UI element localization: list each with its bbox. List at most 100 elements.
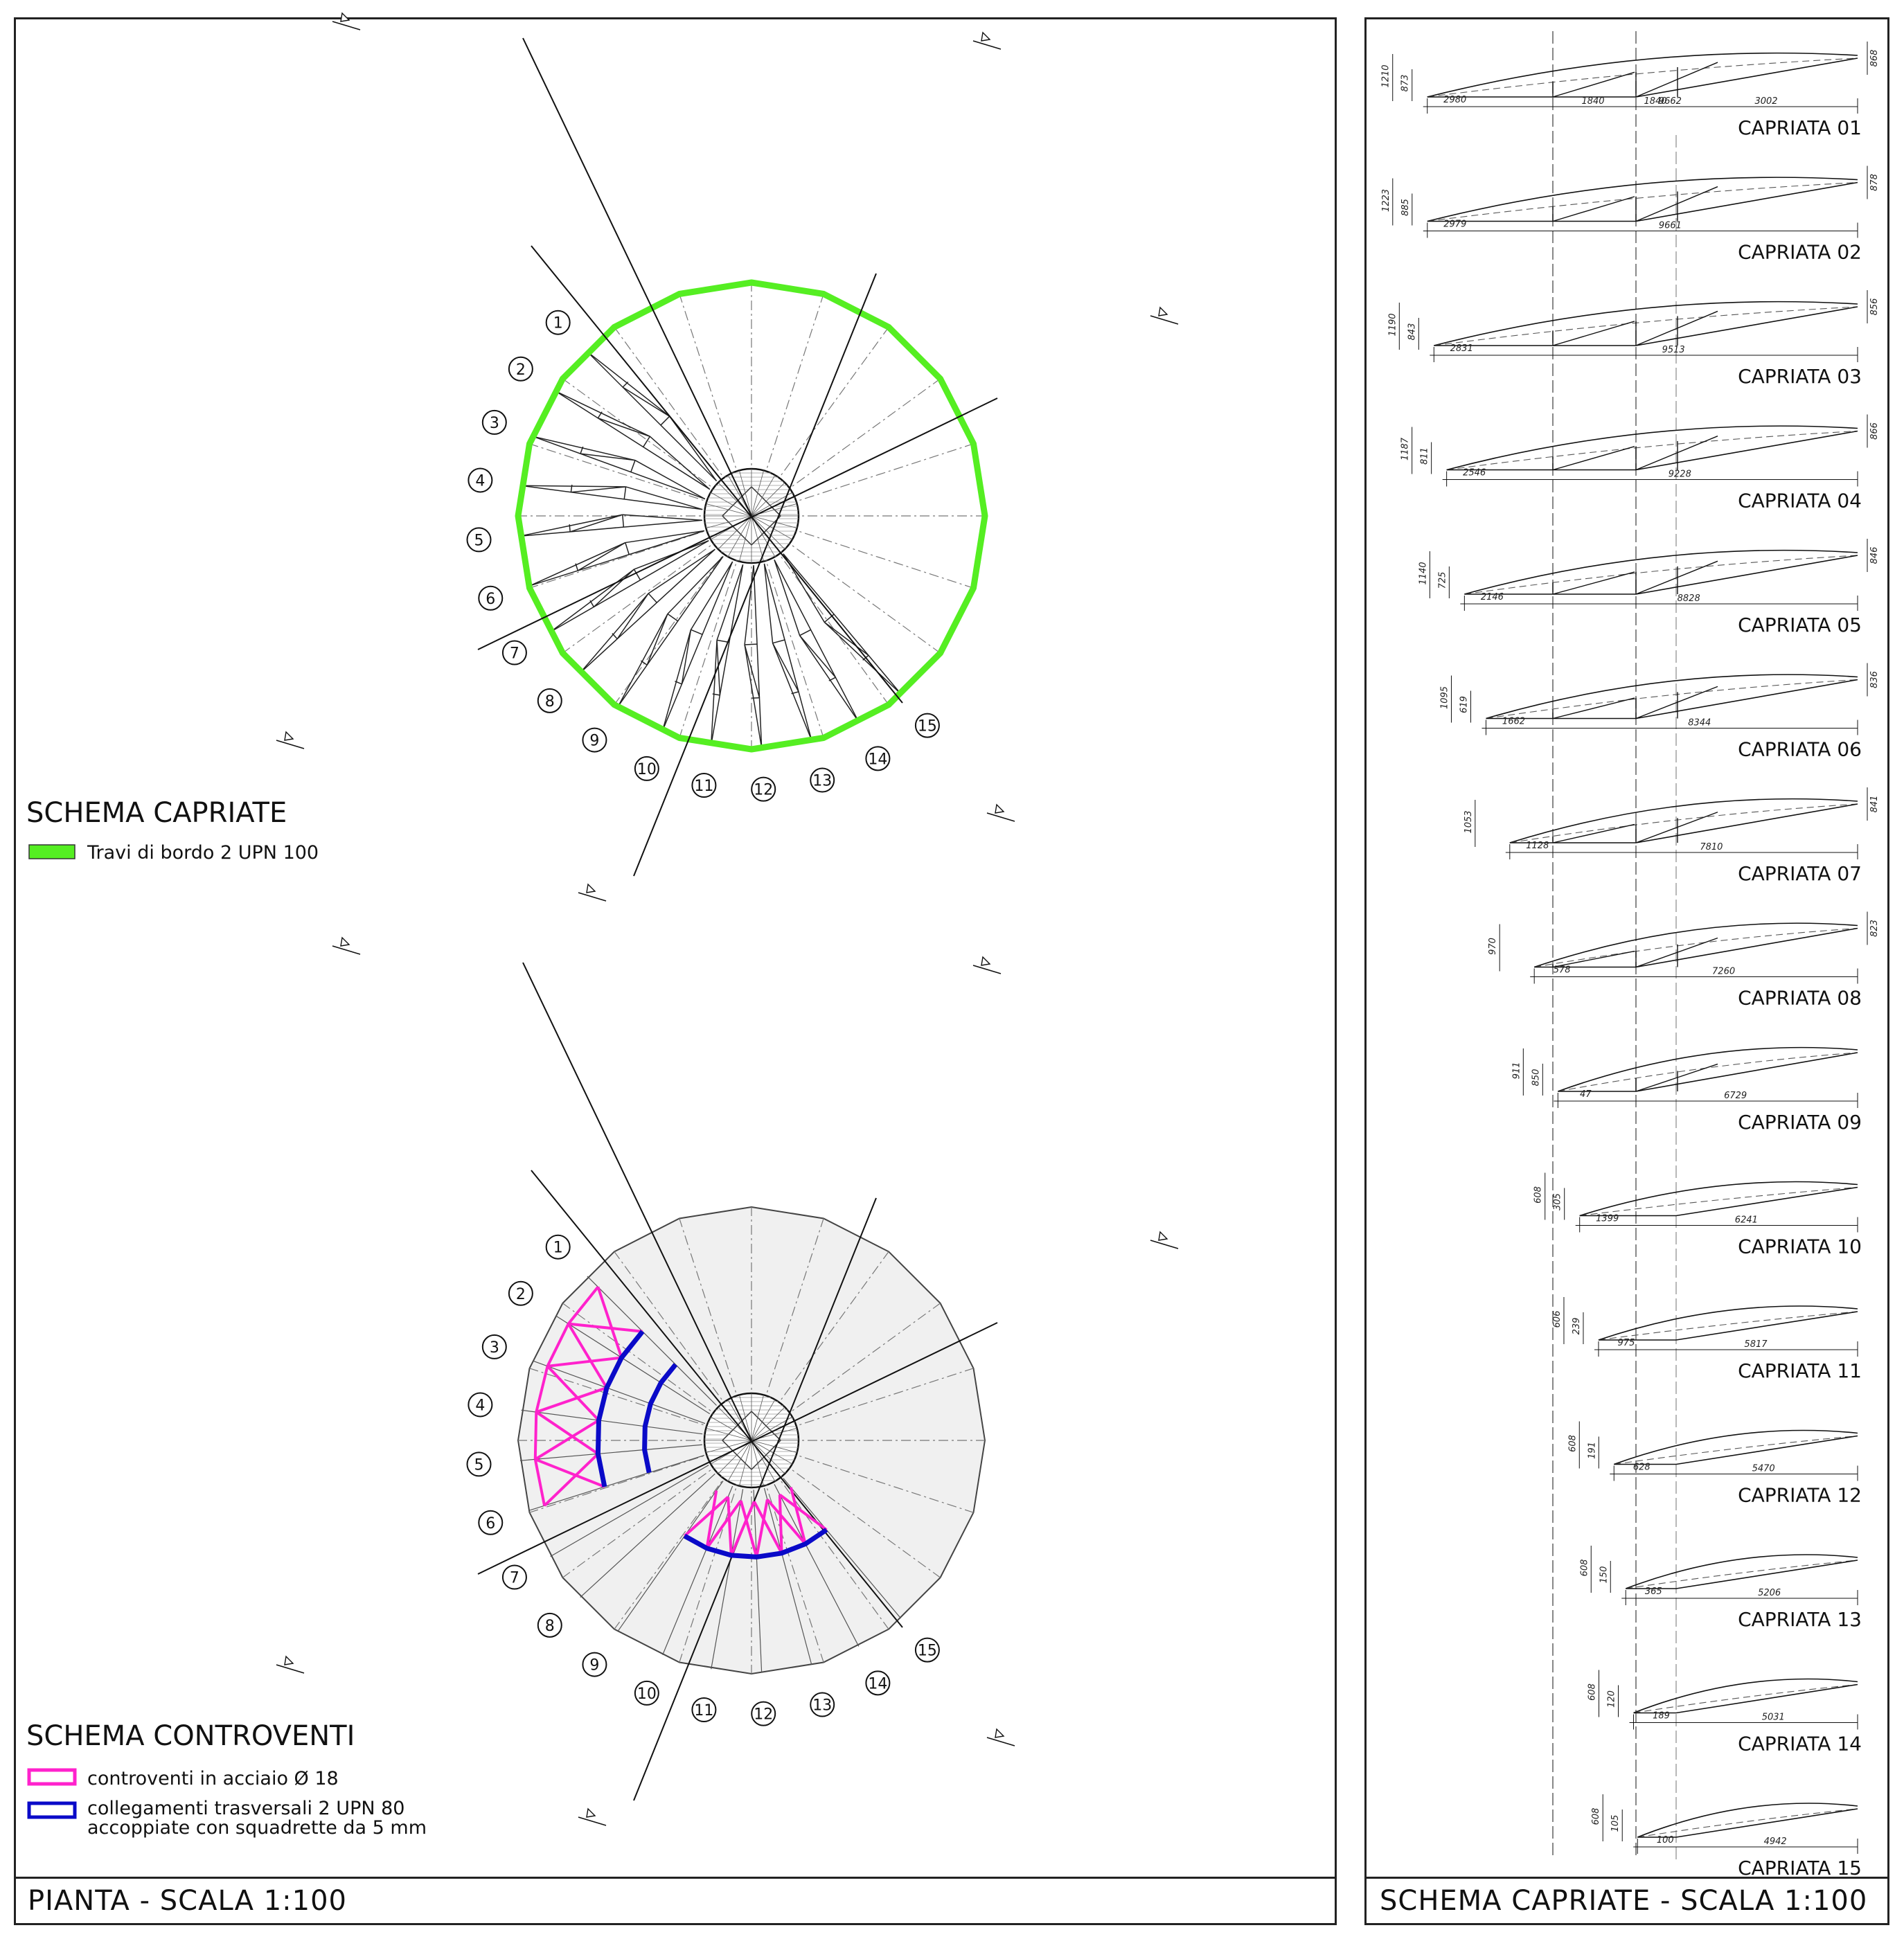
ring-spoke	[751, 1406, 785, 1441]
steel-brace	[766, 1499, 807, 1545]
ring-spoke	[706, 503, 752, 517]
bottom-chord	[1675, 1683, 1858, 1714]
truss-web	[667, 613, 679, 622]
truss-chord	[763, 563, 774, 643]
bracing-plan-title: SCHEMA CONTROVENTI	[26, 1720, 355, 1752]
truss-chord	[550, 540, 709, 633]
truss-web	[660, 416, 670, 426]
bottom-chord	[1675, 1808, 1858, 1838]
truss-chord	[772, 643, 812, 741]
ring-spoke	[751, 474, 776, 517]
bottom-chord	[1635, 430, 1858, 471]
truss-web	[571, 486, 626, 493]
height-label: 846	[1869, 547, 1880, 564]
camber-line	[1579, 1186, 1858, 1217]
edge-beam-ring	[515, 279, 988, 753]
truss-chord	[661, 629, 692, 731]
truss-chord	[711, 564, 744, 745]
ring-spoke	[739, 515, 752, 562]
truss-elevation: 8828 2146 1140 725 846 CAPRIATA 05	[1418, 539, 1880, 636]
height-label: 1053	[1463, 810, 1474, 833]
truss-segment-label: 189	[1653, 1711, 1670, 1722]
truss-number-marker	[508, 356, 533, 382]
ring-spoke	[718, 515, 752, 550]
truss-web	[622, 386, 670, 417]
truss-number-label: 14	[868, 1675, 887, 1692]
top-chord	[1434, 301, 1858, 346]
section-arrow	[340, 936, 350, 947]
height-label: 606	[1552, 1311, 1563, 1328]
camber-line	[1427, 57, 1858, 98]
height-label: 885	[1400, 199, 1411, 216]
truss-number-label: 3	[490, 1339, 499, 1357]
ring-spoke	[706, 515, 752, 528]
truss-length-label: 8828	[1678, 593, 1700, 604]
ring-spoke	[751, 515, 764, 562]
truss-web	[799, 635, 836, 678]
truss-number-label: 8	[545, 1618, 555, 1635]
steel-brace	[535, 1411, 599, 1456]
height-label: 1210	[1381, 64, 1391, 87]
truss-chord	[555, 391, 711, 490]
steel-brace	[534, 1419, 600, 1461]
truss-elevation: 9228 2546 1187 811 866 CAPRIATA 04	[1400, 414, 1880, 512]
steel-brace	[727, 1496, 733, 1556]
truss-chord	[533, 1360, 706, 1424]
height-label: 608	[1567, 1435, 1578, 1452]
truss-name: CAPRIATA 12	[1738, 1484, 1862, 1507]
truss-number-label: 13	[812, 1697, 832, 1715]
truss-chord	[774, 560, 801, 636]
truss-diagonal	[1552, 321, 1635, 346]
truss-diagonal	[1552, 697, 1635, 720]
legend-edge-beams: Travi di bordo 2 UPN 100	[87, 842, 319, 864]
section-arrow	[995, 1728, 1005, 1738]
main-axis	[477, 1322, 998, 1575]
truss-name: CAPRIATA 05	[1738, 614, 1862, 636]
camber-line	[1434, 306, 1858, 346]
cross-link	[595, 1330, 645, 1487]
truss-segment-label: 1128	[1526, 841, 1549, 851]
truss-elevation: 8344 1662 1095 619 836 CAPRIATA 06	[1439, 663, 1880, 761]
legend-cross-links: collegamenti trasversali 2 UPN 80	[87, 1798, 405, 1819]
height-label: 836	[1869, 671, 1880, 688]
truss-number-label: 1	[553, 315, 563, 332]
steel-brace	[778, 1493, 828, 1531]
truss-web	[625, 542, 630, 555]
truss-elevations: 9662 2980 1840 1840 3002 1210 873 868 CAPRIATA 0…	[1381, 31, 1880, 1877]
truss-diagonal	[1635, 812, 1718, 843]
camber-line	[1558, 1052, 1858, 1092]
truss-segment-label: 2979	[1443, 220, 1466, 230]
truss-diagonal	[1552, 950, 1635, 968]
bottom-chord	[1635, 679, 1858, 720]
truss-chord	[744, 644, 763, 749]
section-tick	[276, 740, 305, 749]
truss-segment-label: 628	[1633, 1463, 1651, 1473]
truss-number-label: 2	[516, 1286, 526, 1303]
truss-web	[593, 569, 634, 607]
steel-brace	[535, 1366, 549, 1413]
ring-spoke	[718, 1440, 752, 1474]
truss-elevation: 9661 2979 1223 885 878 CAPRIATA 02	[1381, 166, 1880, 264]
truss-length-label: 8344	[1688, 718, 1711, 729]
height-label: 878	[1869, 174, 1880, 191]
truss-web	[589, 600, 595, 607]
height-label: 725	[1437, 572, 1448, 589]
truss-number-marker	[501, 640, 527, 665]
truss-web	[691, 629, 703, 635]
truss-chord	[580, 593, 649, 674]
height-label: 843	[1407, 323, 1417, 341]
truss-chord	[625, 530, 705, 544]
truss-elevation: 5031 189 608 120 CAPRIATA 14	[1587, 1670, 1862, 1755]
truss-number-label: 2	[516, 361, 526, 379]
ring-spoke	[710, 1416, 752, 1441]
camber-line	[1633, 1683, 1858, 1714]
truss-elevation: 5206 365 608 150 CAPRIATA 13	[1579, 1546, 1862, 1631]
truss-number-label: 3	[490, 415, 499, 432]
truss-web	[612, 633, 618, 640]
left-panel-footer-frame	[14, 1877, 1337, 1925]
height-label: 305	[1553, 1193, 1563, 1210]
ring-spoke	[727, 515, 752, 557]
height-label: 868	[1869, 50, 1880, 67]
